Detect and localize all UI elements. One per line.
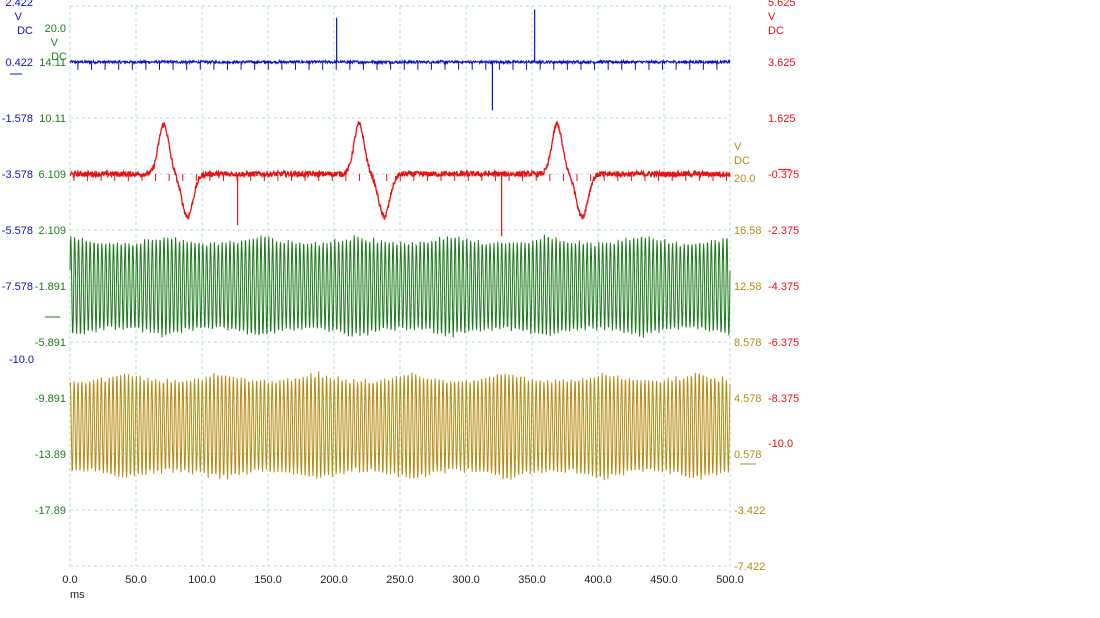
gold-tick-label: -7.422 xyxy=(734,561,765,573)
green-tick-label: 6.109 xyxy=(38,169,66,181)
red-tick-label: 1.625 xyxy=(768,113,796,125)
x-tick-label: 400.0 xyxy=(584,574,612,586)
green-tick-label: -13.89 xyxy=(35,449,66,461)
green-tick-label: -17.89 xyxy=(35,505,66,517)
axis-labels: 0.0 50.0 100.0 150.0 200.0 250.0 300.0 350.0 400… xyxy=(2,0,799,601)
x-tick-label: 250.0 xyxy=(386,574,414,586)
blue-unit-label: V xyxy=(15,11,23,23)
red-tick-label: -10.0 xyxy=(768,438,793,450)
red-tick-label: 3.625 xyxy=(768,57,796,69)
traces xyxy=(69,9,731,481)
red-tick-label: -4.375 xyxy=(768,281,799,293)
blue-tick-label: -1.578 xyxy=(2,113,33,125)
x-tick-label: 150.0 xyxy=(254,574,282,586)
blue-tick-label: -5.578 xyxy=(2,225,33,237)
gold-tick-label: 16.58 xyxy=(734,225,762,237)
gold-range-label: 20.0 xyxy=(734,173,755,185)
x-axis-label: ms xyxy=(70,589,85,601)
green-tick-label: 2.109 xyxy=(38,225,66,237)
red-tick-label: -2.375 xyxy=(768,225,799,237)
blue-tick-label: -7.578 xyxy=(2,281,33,293)
gold-tick-label: 4.578 xyxy=(734,393,762,405)
green-trace xyxy=(69,234,731,338)
x-tick-label: 500.0 xyxy=(716,574,744,586)
green-tick-label: -1.891 xyxy=(35,281,66,293)
green-coupling-label: DC xyxy=(51,51,67,63)
gold-tick-label: 12.58 xyxy=(734,281,762,293)
red-unit-label: V xyxy=(768,11,776,23)
red-tick-label: 5.625 xyxy=(768,0,796,9)
x-tick-label: 0.0 xyxy=(62,574,77,586)
blue-tick-label: -3.578 xyxy=(2,169,33,181)
red-coupling-label: DC xyxy=(768,25,784,37)
gold-trace xyxy=(69,371,731,481)
x-tick-label: 450.0 xyxy=(650,574,678,586)
green-tick-label: 14.11 xyxy=(39,57,66,69)
blue-tick-label: 2.422 xyxy=(5,0,33,9)
x-tick-label: 300.0 xyxy=(452,574,480,586)
gold-tick-label: -3.422 xyxy=(734,505,765,517)
red-tick-label: -0.375 xyxy=(768,169,799,181)
blue-tick-label: 0.422 xyxy=(5,57,33,69)
blue-coupling-label: DC xyxy=(17,25,33,37)
gold-tick-label: 8.578 xyxy=(734,337,762,349)
green-range-label: 20.0 xyxy=(45,23,66,35)
gold-coupling-label: DC xyxy=(734,155,750,167)
red-tick-label: -8.375 xyxy=(768,393,799,405)
blue-trace xyxy=(69,58,731,66)
red-tick-label: -6.375 xyxy=(768,337,799,349)
gold-unit-label: V xyxy=(734,141,742,153)
x-tick-label: 50.0 xyxy=(125,574,146,586)
green-tick-label: 10.11 xyxy=(39,113,66,125)
green-tick-label: -5.891 xyxy=(35,337,66,349)
green-unit-label: V xyxy=(51,37,59,49)
x-tick-label: 100.0 xyxy=(188,574,216,586)
x-tick-label: 350.0 xyxy=(518,574,546,586)
gold-tick-label: 0.578 xyxy=(734,449,762,461)
green-tick-label: -9.891 xyxy=(35,393,66,405)
blue-tick-label: -10.0 xyxy=(9,354,34,366)
x-tick-label: 200.0 xyxy=(320,574,348,586)
